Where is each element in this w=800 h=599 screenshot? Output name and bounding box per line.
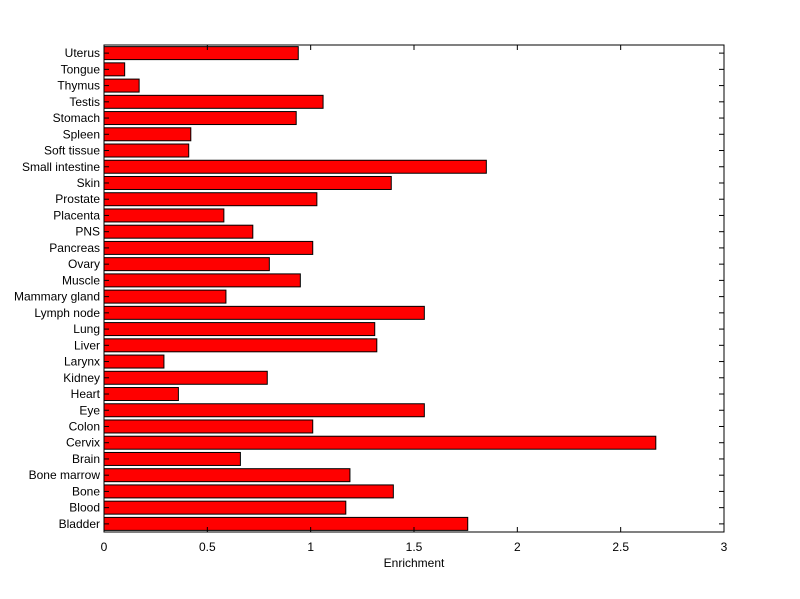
- x-tick-label: 0.5: [199, 540, 216, 554]
- y-tick-label: Eye: [79, 403, 100, 417]
- bar-brain: [103, 451, 241, 466]
- bars: [103, 46, 657, 531]
- x-tick-label: 1: [307, 540, 314, 554]
- y-tick-label: Testis: [69, 95, 100, 109]
- y-tick-label: Prostate: [55, 192, 100, 206]
- bar-lymph-node: [103, 305, 425, 320]
- bar-skin: [103, 175, 392, 190]
- y-tick-label: Heart: [71, 387, 101, 401]
- bar-pancreas: [103, 240, 314, 255]
- y-tick-label: Bone marrow: [29, 468, 101, 482]
- y-tick-label: Ovary: [68, 257, 100, 271]
- y-tick-label: Stomach: [53, 111, 100, 125]
- y-tick-label: Blood: [69, 501, 100, 515]
- x-tick-label: 2.5: [612, 540, 629, 554]
- y-tick-label: Uterus: [65, 46, 100, 60]
- bar-mammary-gland: [103, 289, 227, 304]
- y-tick-label: Spleen: [63, 127, 100, 141]
- y-tick-label: Liver: [74, 338, 100, 352]
- y-tick-label: Colon: [69, 419, 100, 433]
- bar-cervix: [103, 435, 657, 450]
- axis-ticks: [103, 45, 725, 532]
- bar-pns: [103, 224, 254, 239]
- bar-blood: [103, 500, 347, 515]
- y-tick-label: Kidney: [63, 371, 100, 385]
- y-tick-label: Small intestine: [22, 160, 100, 174]
- x-tick-label: 2: [514, 540, 521, 554]
- y-tick-label: Bladder: [59, 517, 100, 531]
- y-tick-label: Lymph node: [34, 306, 100, 320]
- x-axis-label: Enrichment: [384, 556, 445, 570]
- y-tick-label: Pancreas: [49, 241, 100, 255]
- bar-muscle: [103, 273, 301, 288]
- bar-bone-marrow: [103, 468, 351, 483]
- bar-testis: [103, 94, 324, 109]
- y-tick-label: Cervix: [66, 436, 100, 450]
- y-tick-label: Muscle: [62, 273, 100, 287]
- bar-heart: [103, 387, 179, 402]
- bar-ovary: [103, 257, 270, 272]
- y-tick-label: Mammary gland: [14, 290, 100, 304]
- y-tick-label: Placenta: [53, 208, 100, 222]
- x-tick-label: 0: [101, 540, 108, 554]
- bar-liver: [103, 338, 378, 353]
- bar-larynx: [103, 354, 165, 369]
- bar-colon: [103, 419, 314, 434]
- bar-thymus: [103, 78, 140, 93]
- bar-soft-tissue: [103, 143, 190, 158]
- y-tick-label: Brain: [72, 452, 100, 466]
- bar-bone: [103, 484, 394, 499]
- bar-lung: [103, 322, 376, 337]
- x-tick-label: 1.5: [406, 540, 423, 554]
- tick-labels: Uterus Tongue Thymus Testis Stomach Spleen Sof…: [14, 46, 728, 554]
- y-tick-label: Thymus: [57, 79, 100, 93]
- y-tick-label: Soft tissue: [44, 144, 100, 158]
- y-tick-label: Lung: [73, 322, 100, 336]
- bar-eye: [103, 403, 425, 418]
- bar-kidney: [103, 370, 268, 385]
- bar-uterus: [103, 46, 299, 61]
- bar-bladder: [103, 516, 469, 531]
- bar-spleen: [103, 127, 192, 142]
- y-tick-label: Larynx: [64, 355, 100, 369]
- y-tick-label: Tongue: [61, 62, 101, 76]
- bar-small-intestine: [103, 159, 487, 174]
- y-tick-label: Skin: [77, 176, 100, 190]
- y-tick-label: Bone: [72, 484, 100, 498]
- y-tick-label: PNS: [75, 225, 100, 239]
- bar-prostate: [103, 192, 318, 207]
- x-tick-label: 3: [721, 540, 728, 554]
- bar-stomach: [103, 111, 297, 126]
- bar-placenta: [103, 208, 225, 223]
